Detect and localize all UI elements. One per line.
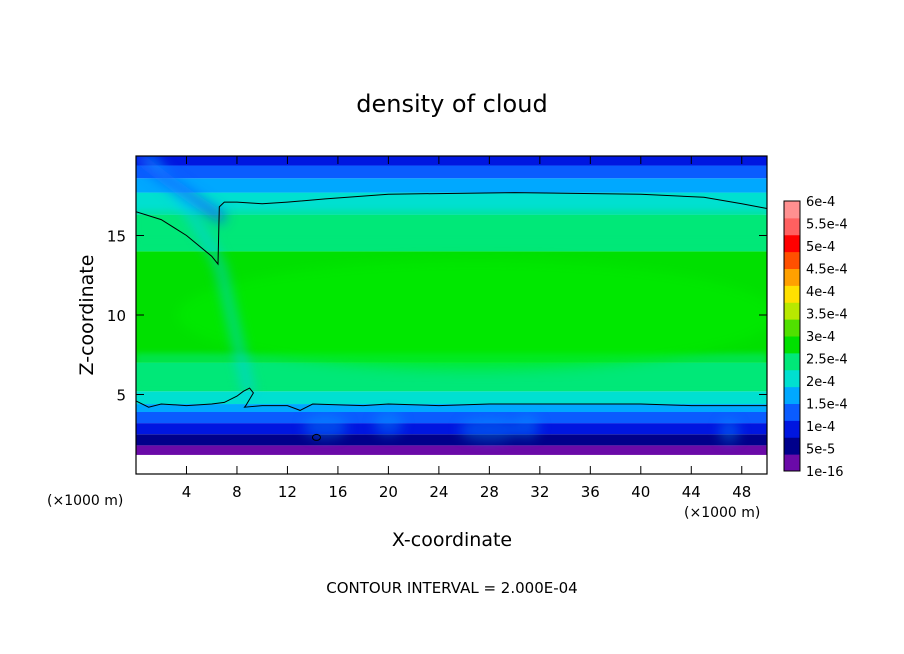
colorbar: 1e-16 5e-5 1e-4 1.5e-4 2e-4 2.5e-4 3e-4 3.5e-4 4…	[783, 195, 848, 480]
field-band	[136, 404, 767, 412]
y-axis-ticks: 5 10 15	[107, 228, 767, 405]
field-band	[136, 434, 767, 446]
colorbar-label: 1e-4	[806, 420, 835, 435]
colorbar-label: 3.5e-4	[806, 308, 848, 323]
x-tick-label: 24	[429, 483, 448, 501]
y-axis-title: Z-coordinate	[76, 255, 98, 376]
x-axis-title: X-coordinate	[392, 529, 512, 551]
colorbar-label: 4e-4	[806, 285, 835, 300]
core-maximum	[176, 260, 767, 370]
eddy	[459, 417, 520, 442]
chart-title: density of cloud	[356, 90, 547, 118]
colorbar-swatch	[784, 386, 800, 404]
field-band	[136, 454, 767, 474]
contour-interval-note: CONTOUR INTERVAL = 2.000E-04	[326, 579, 577, 597]
eddy	[374, 411, 403, 436]
x-tick-label: 48	[732, 483, 751, 501]
plume-top	[136, 156, 228, 225]
colorbar-label: 2e-4	[806, 375, 835, 390]
contour-2e-4-upper	[136, 192, 767, 266]
field-band	[136, 178, 767, 193]
x-tick-label: 20	[379, 483, 398, 501]
colorbar-frame	[783, 200, 801, 472]
y-tick-label: 5	[116, 387, 126, 405]
x-tick-label: 28	[480, 483, 499, 501]
y-tick-label: 10	[107, 307, 126, 325]
x-tick-label: 8	[232, 483, 242, 501]
colorbar-swatch	[784, 201, 800, 219]
contour-2e-4-lower	[136, 387, 767, 411]
colorbar-swatch	[784, 251, 800, 269]
colorbar-swatch	[784, 234, 800, 253]
colorbar-swatch	[784, 403, 800, 421]
field-band	[136, 156, 767, 166]
field-band	[136, 423, 767, 435]
eddy	[515, 414, 540, 439]
x-tick-label: 36	[581, 483, 600, 501]
colorbar-swatch	[784, 302, 800, 320]
colorbar-label: 4.5e-4	[806, 263, 848, 278]
contour-small-cell	[311, 433, 321, 441]
y-axis-unit: (×1000 m)	[47, 493, 123, 509]
colorbar-label: 5.5e-4	[806, 218, 848, 233]
colorbar-swatch	[784, 369, 800, 388]
colorbar-label: 3e-4	[806, 330, 835, 345]
eddy	[719, 419, 740, 444]
eddy	[303, 414, 348, 439]
x-axis-ticks: 4 8 12 16 20 24 28 32 36 40 44 48	[182, 156, 751, 501]
field-band	[136, 445, 767, 455]
contour-lines	[136, 192, 767, 441]
colorbar-swatch	[784, 420, 800, 438]
colorbar-label: 6e-4	[806, 195, 835, 210]
colorbar-swatch	[784, 336, 800, 354]
colorbar-swatch	[784, 437, 800, 455]
field-band	[136, 165, 767, 179]
colorbar-label: 5e-5	[806, 443, 835, 458]
field-core	[176, 260, 767, 370]
y-tick-label: 15	[107, 228, 126, 246]
colorbar-swatch	[784, 352, 800, 371]
x-tick-label: 12	[278, 483, 297, 501]
x-tick-label: 40	[631, 483, 650, 501]
colorbar-label: 1e-16	[806, 465, 844, 480]
plume	[136, 156, 740, 444]
colorbar-swatch	[784, 454, 800, 472]
field-band	[136, 411, 767, 424]
field-band	[136, 391, 767, 405]
field-band-blend	[136, 210, 767, 242]
colorbar-swatch	[784, 319, 800, 337]
colorbar-swatch	[784, 268, 800, 286]
x-tick-label: 44	[682, 483, 701, 501]
density-field	[136, 156, 767, 474]
colorbar-label: 1.5e-4	[806, 398, 848, 413]
colorbar-label: 2.5e-4	[806, 353, 848, 368]
field-band	[136, 192, 767, 215]
x-tick-label: 32	[530, 483, 549, 501]
x-tick-label: 16	[328, 483, 347, 501]
colorbar-label: 5e-4	[806, 240, 835, 255]
colorbar-swatch	[784, 285, 800, 303]
x-axis-unit: (×1000 m)	[684, 505, 760, 521]
colorbar-swatch	[784, 217, 800, 236]
x-tick-label: 4	[182, 483, 192, 501]
